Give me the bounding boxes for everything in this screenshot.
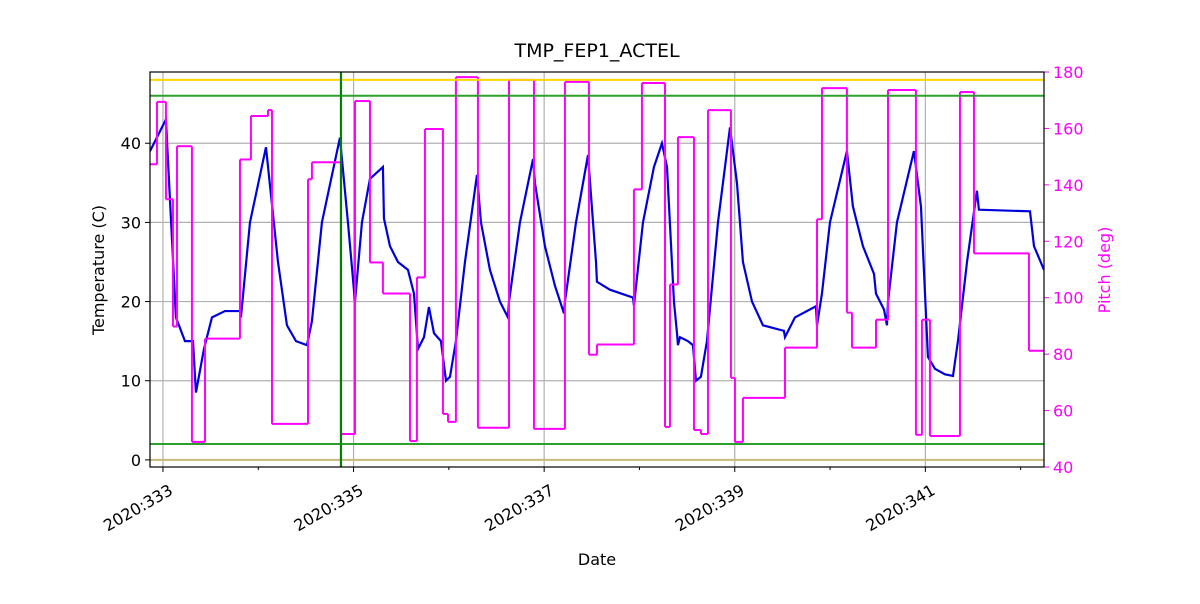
y-tick-label: 0	[131, 451, 141, 470]
y2-tick-label: 160	[1053, 119, 1084, 138]
y-tick-label: 40	[121, 134, 141, 153]
y-axis-label: Temperature (C)	[89, 205, 108, 336]
y2-tick-label: 140	[1053, 176, 1084, 195]
y2-axis-label: Pitch (deg)	[1095, 227, 1114, 314]
y-tick-label: 10	[121, 372, 141, 391]
y2-tick-label: 60	[1053, 402, 1073, 421]
y2-tick-label: 80	[1053, 345, 1073, 364]
plot-frame	[149, 71, 1045, 468]
chart-title: TMP_FEP1_ACTEL	[513, 40, 679, 62]
y-tick-label: 30	[121, 213, 141, 232]
y2-tick-label: 180	[1053, 63, 1084, 82]
y2-tick-label: 120	[1053, 232, 1084, 251]
y2-tick-label: 40	[1053, 458, 1073, 477]
plot-area	[150, 72, 1044, 467]
y-tick-label: 20	[121, 293, 141, 312]
x-axis-label: Date	[578, 550, 616, 569]
y2-tick-label: 100	[1053, 289, 1084, 308]
